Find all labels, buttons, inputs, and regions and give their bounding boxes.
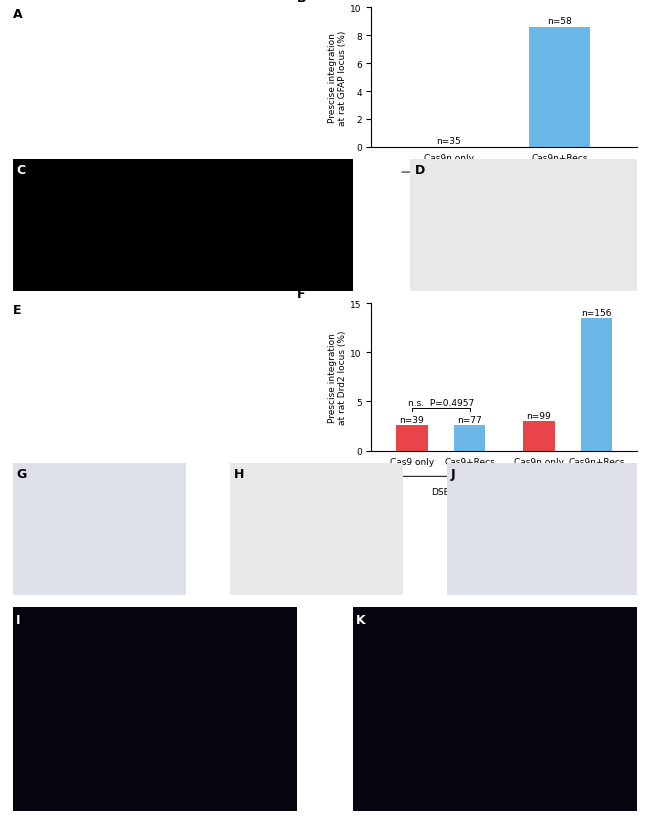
- Text: $\mathit{trans}$-dual nicks: $\mathit{trans}$-dual nicks: [531, 487, 604, 498]
- Bar: [454, 426, 486, 451]
- Bar: [580, 319, 612, 451]
- Bar: [396, 426, 428, 451]
- Text: $\mathit{trans}$-dual nicks: $\mathit{trans}$-dual nicks: [467, 181, 541, 192]
- Text: G: G: [16, 467, 27, 480]
- Text: F: F: [297, 288, 306, 301]
- Text: n=156: n=156: [581, 309, 612, 318]
- Text: J: J: [451, 467, 456, 480]
- Y-axis label: Prescise integration
at rat Drd2 locus (%): Prescise integration at rat Drd2 locus (…: [328, 330, 348, 424]
- Text: n=58: n=58: [547, 17, 572, 26]
- Text: A: A: [13, 8, 23, 21]
- Text: n=99: n=99: [526, 412, 551, 421]
- Text: D: D: [415, 164, 425, 177]
- Text: I: I: [16, 613, 20, 627]
- Text: K: K: [356, 613, 366, 627]
- Bar: [529, 28, 590, 147]
- Text: n=39: n=39: [400, 415, 424, 424]
- Text: n=77: n=77: [457, 415, 482, 424]
- Bar: [523, 422, 554, 451]
- Text: DSB: DSB: [432, 487, 450, 496]
- Text: E: E: [13, 304, 21, 317]
- Text: B: B: [297, 0, 307, 6]
- Text: n.s.  P=0.4957: n.s. P=0.4957: [408, 399, 474, 408]
- Text: C: C: [16, 164, 25, 177]
- Text: n=35: n=35: [437, 137, 461, 146]
- Y-axis label: Prescise integration
at rat GFAP locus (%): Prescise integration at rat GFAP locus (…: [328, 30, 348, 125]
- Text: H: H: [233, 467, 244, 480]
